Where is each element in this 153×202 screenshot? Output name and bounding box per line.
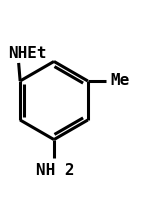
Text: Me: Me (110, 73, 130, 87)
Text: NHEt: NHEt (8, 46, 47, 61)
Text: NH 2: NH 2 (36, 162, 75, 177)
